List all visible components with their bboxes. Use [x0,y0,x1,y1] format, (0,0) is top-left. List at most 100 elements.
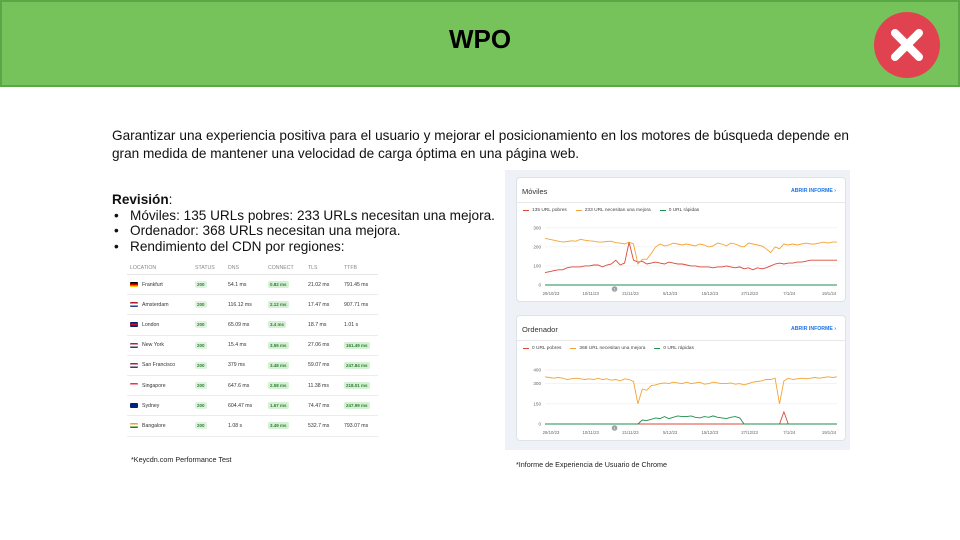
mobile-chart: 0 100 200 300 29/10/23 10/11/23 21/11/23 5/12/2… [533,225,837,296]
table-row: San Francisco 200 379 ms 3.48 ms 59.07 ms 247… [127,356,378,376]
review-section: Revisión: Móviles: 135 URLs pobres: 233 … [112,192,502,254]
legend-swatch [659,209,666,212]
close-button[interactable] [874,12,940,78]
desktop-card-title: Ordenador [522,325,558,334]
x-tick-label: 27/12/23 [741,430,758,435]
legend-swatch [523,347,529,350]
desktop-open-report-link[interactable]: ABRIR INFORME › [791,326,836,332]
cdn-performance-table: LOCATION STATUS DNS CONNECT TLS TTFB Fra… [127,262,378,437]
cell-location: Singapore [127,383,195,389]
legend-label: 368 URL necesitan una mejora [579,346,646,351]
location-name: New York [142,342,164,349]
cell-status: 200 [195,341,228,349]
table-row: Sydney 200 604.47 ms 1.67 ms 74.47 ms 247.99 … [127,396,378,417]
cell-connect: 3.55 ms [268,341,308,349]
title-bar: WPO [0,0,960,87]
legend-label: 0 URL rápidas [663,346,694,351]
mobile-card: Móviles ABRIR INFORME › 135 URL pobres 23… [516,177,846,302]
x-tick-label: 7/1/24 [783,430,796,435]
us-flag-icon [130,362,138,368]
annotation-marker-label: 1 [614,427,616,431]
gb-flag-icon [130,322,138,328]
location-name: Frankfurt [142,281,163,288]
in-flag-icon [130,423,138,429]
cell-status: 200 [195,402,228,410]
connect-badge: 1.67 ms [268,402,289,410]
legend-item: 0 URL pobres [523,346,561,351]
table-header-row: LOCATION STATUS DNS CONNECT TLS TTFB [127,262,378,275]
location-name: Amsterdam [142,301,169,308]
cell-dns: 65.09 ms [228,321,250,328]
review-item-cdn: Rendimiento del CDN por regiones: [112,239,502,255]
legend-label: 233 URL necesitan una mejora [584,208,651,213]
connect-badge: 2.58 ms [268,382,289,390]
x-tick-label: 21/11/23 [622,430,639,435]
ttfb-badge: 247.99 ms [344,402,370,410]
status-badge: 200 [195,361,207,369]
location-name: Singapore [142,382,166,389]
cell-dns: 647.6 ms [228,382,250,389]
table-row: Amsterdam 200 116.12 ms 2.12 ms 17.47 ms 907.… [127,295,378,316]
connect-badge: 3.49 ms [268,422,289,430]
y-tick-label: 400 [533,368,541,373]
intro-paragraph: Garantizar una experiencia positiva para… [112,128,849,161]
series-line [544,241,837,274]
location-name: London [142,321,160,328]
review-item-mobile: Móviles: 135 URLs pobres: 233 URLs neces… [112,208,502,224]
cell-ttfb: 791.45 ms [344,282,378,288]
divider [517,340,845,341]
legend-swatch [523,209,529,212]
review-list: Móviles: 135 URLs pobres: 233 URLs neces… [112,208,502,255]
cell-tls: 11.38 ms [308,382,329,389]
series-line [544,237,837,265]
status-badge: 200 [195,341,207,349]
cdn-source-note: *Keycdn.com Performance Test [131,455,232,464]
us-flag-icon [130,342,138,348]
ttfb-badge: 218.01 ms [344,382,370,390]
cell-ttfb: 218.01 ms [344,382,378,390]
mobile-open-report-link[interactable]: ABRIR INFORME › [791,188,836,194]
ttfb-value: 1.01 s [344,321,359,328]
cell-ttfb: 793.07 ms [344,423,378,429]
cell-connect: 2.12 ms [268,301,308,309]
cell-ttfb: 1.01 s [344,322,378,328]
cell-location: Bangalore [127,423,195,429]
ttfb-value: 907.71 ms [344,301,369,308]
cell-ttfb: 161.49 ms [344,341,378,349]
annotation-marker [611,286,618,292]
cell-location: Frankfurt [127,282,195,288]
x-tick-label: 29/10/23 [543,291,560,296]
close-x-icon [891,29,923,61]
status-badge: 200 [195,422,207,430]
desktop-chart: 0 150 300 400 29/10/23 10/11/23 21/11/23 5/12/2… [533,368,838,435]
annotation-marker [611,425,618,431]
header-location: LOCATION [130,265,157,271]
divider [517,202,845,203]
legend-swatch [570,347,577,350]
x-tick-label: 5/12/23 [663,430,678,435]
status-badge: 200 [195,402,207,410]
legend-item: 0 URL rápidas [654,346,694,351]
y-tick-label: 300 [533,225,541,230]
legend-label: 0 URL rápidas [668,208,700,213]
cell-connect: 3.4 ms [268,321,308,329]
desktop-card: Ordenador ABRIR INFORME › 0 URL pobres 36… [516,315,846,441]
de-flag-icon [130,282,138,288]
page-title: WPO [448,24,512,54]
chevron-right-icon: › [834,188,836,194]
x-tick-label: 19/1/24 [822,291,837,296]
legend-label: 0 URL pobres [532,346,562,351]
connect-badge: 3.55 ms [268,341,289,349]
cell-ttfb: 907.71 ms [344,302,378,308]
table-row: Bangalore 200 1.08 s 3.49 ms 532.7 ms 793.07 … [127,416,378,437]
cell-tls: 59.07 ms [308,362,330,369]
x-tick-label: 19/1/24 [822,430,837,435]
legend-swatch [575,209,582,212]
cell-ttfb: 247.84 ms [344,361,378,369]
status-badge: 200 [195,301,207,309]
cell-status: 200 [195,321,228,329]
cell-connect: 1.67 ms [268,402,308,410]
x-tick-label: 15/12/23 [701,430,718,435]
crux-report-panel: Móviles ABRIR INFORME › 135 URL pobres 23… [505,170,850,450]
cell-dns: 604.47 ms [228,402,253,409]
